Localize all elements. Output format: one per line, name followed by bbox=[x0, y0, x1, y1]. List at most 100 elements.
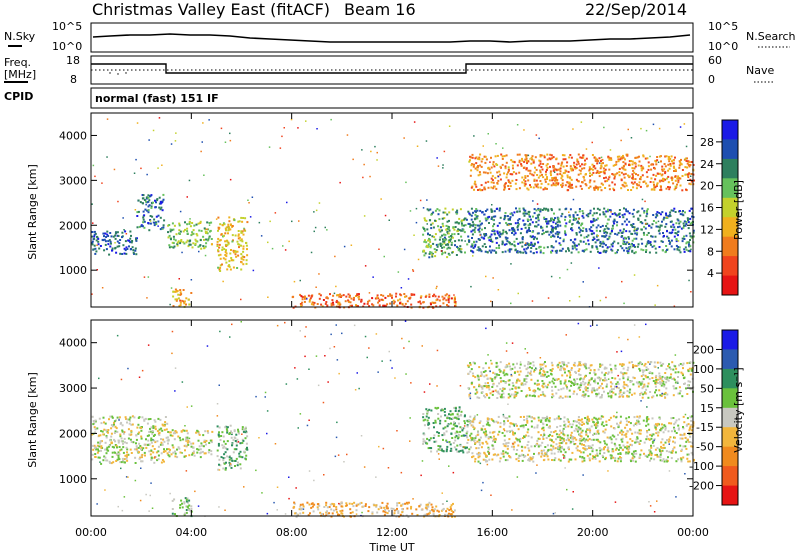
scatter-cell bbox=[96, 451, 99, 454]
noise-cell bbox=[113, 168, 116, 171]
scatter-cell bbox=[110, 462, 113, 465]
scatter-cell bbox=[444, 414, 447, 417]
scatter-cell bbox=[437, 225, 440, 228]
scatter-cell bbox=[530, 241, 533, 244]
scatter-cell bbox=[502, 452, 505, 455]
scatter-cell bbox=[458, 408, 461, 411]
scatter-cell bbox=[157, 450, 160, 453]
scatter-cell bbox=[232, 251, 235, 254]
scatter-cell bbox=[188, 240, 191, 243]
scatter-cell bbox=[509, 243, 512, 246]
scatter-cell bbox=[575, 163, 578, 166]
scatter-cell bbox=[184, 455, 187, 457]
scatter-cell bbox=[223, 453, 226, 456]
scatter-cell bbox=[115, 452, 118, 455]
scatter-cell bbox=[460, 229, 463, 232]
scatter-cell bbox=[453, 421, 455, 424]
scatter-cell bbox=[431, 506, 434, 509]
scatter-cell bbox=[144, 417, 147, 420]
scatter-cell bbox=[686, 438, 689, 441]
scatter-cell bbox=[576, 158, 579, 161]
scatter-cell bbox=[548, 220, 551, 223]
scatter-cell bbox=[564, 232, 567, 235]
scatter-cell bbox=[124, 249, 127, 252]
scatter-cell bbox=[487, 236, 490, 239]
scatter-cell bbox=[451, 251, 454, 254]
scatter-cell bbox=[492, 215, 495, 218]
scatter-cell bbox=[293, 505, 296, 508]
scatter-cell bbox=[631, 173, 634, 176]
scatter-cell bbox=[530, 445, 533, 448]
scatter-cell bbox=[536, 237, 538, 240]
scatter-cell bbox=[478, 227, 481, 230]
scatter-cell bbox=[239, 450, 242, 453]
scatter-cell bbox=[548, 233, 551, 236]
scatter-cell bbox=[507, 185, 510, 187]
scatter-cell bbox=[535, 217, 538, 220]
scatter-cell bbox=[533, 236, 536, 239]
scatter-cell bbox=[585, 367, 588, 370]
scatter-cell bbox=[396, 502, 399, 505]
scatter-cell bbox=[236, 267, 239, 269]
scatter-cell bbox=[432, 306, 435, 309]
scatter-cell bbox=[645, 369, 648, 371]
scatter-cell bbox=[172, 242, 175, 245]
scatter-cell bbox=[441, 217, 444, 220]
scatter-cell bbox=[174, 513, 176, 516]
scatter-cell bbox=[168, 224, 171, 226]
scatter-cell bbox=[211, 243, 213, 246]
scatter-cell bbox=[347, 293, 350, 296]
scatter-cell bbox=[492, 228, 495, 231]
scatter-cell bbox=[96, 427, 99, 430]
scatter-cell bbox=[524, 154, 527, 157]
scatter-cell bbox=[535, 221, 538, 224]
scatter-cell bbox=[179, 451, 182, 454]
scatter-cell bbox=[438, 299, 441, 302]
scatter-cell bbox=[155, 451, 158, 454]
scatter-cell bbox=[485, 423, 488, 426]
scatter-cell bbox=[179, 439, 182, 442]
scatter-cell bbox=[539, 162, 542, 165]
scatter-cell bbox=[225, 255, 228, 258]
scatter-cell bbox=[607, 450, 610, 453]
scatter-cell bbox=[395, 509, 398, 512]
scatter-cell bbox=[227, 223, 230, 226]
noise-left-tick-high: 10^5 bbox=[52, 20, 82, 33]
scatter-cell bbox=[679, 433, 682, 436]
noise-cell bbox=[597, 235, 599, 237]
scatter-cell bbox=[611, 245, 614, 248]
scatter-cell bbox=[579, 156, 582, 159]
noise-cell bbox=[580, 121, 583, 123]
scatter-cell bbox=[553, 212, 555, 215]
noise-cell bbox=[315, 209, 318, 212]
scatter-cell bbox=[676, 218, 679, 221]
scatter-cell bbox=[624, 158, 626, 161]
scatter-cell bbox=[428, 439, 431, 442]
scatter-cell bbox=[509, 185, 512, 188]
scatter-cell bbox=[564, 379, 567, 382]
scatter-cell bbox=[450, 504, 453, 507]
scatter-cell bbox=[670, 451, 673, 454]
scatter-cell bbox=[540, 452, 543, 455]
noise-cell bbox=[532, 200, 534, 202]
scatter-cell bbox=[480, 184, 483, 187]
scatter-cell bbox=[124, 230, 127, 233]
scatter-cell bbox=[416, 514, 419, 516]
scatter-cell bbox=[569, 239, 572, 242]
scatter-cell bbox=[605, 234, 608, 237]
scatter-cell bbox=[627, 452, 630, 455]
scatter-cell bbox=[217, 266, 220, 269]
scatter-cell bbox=[392, 507, 395, 510]
scatter-cell bbox=[490, 177, 493, 180]
scatter-cell bbox=[210, 238, 213, 240]
cpid-value: normal (fast) 151 IF bbox=[95, 92, 219, 105]
scatter-cell bbox=[385, 505, 388, 508]
scatter-cell bbox=[217, 468, 220, 471]
scatter-cell bbox=[151, 215, 154, 218]
scatter-cell bbox=[579, 229, 582, 232]
scatter-cell bbox=[675, 240, 678, 243]
noise-cell bbox=[229, 132, 231, 135]
scatter-cell bbox=[509, 217, 511, 220]
scatter-cell bbox=[161, 201, 163, 204]
scatter-cell bbox=[447, 252, 450, 255]
